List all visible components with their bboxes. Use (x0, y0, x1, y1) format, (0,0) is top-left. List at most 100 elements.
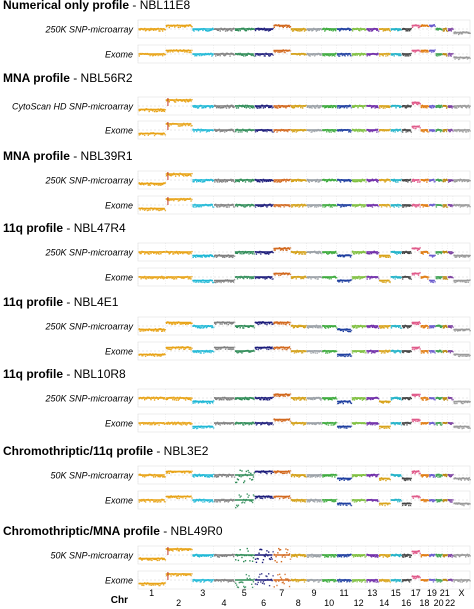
chromosome-band-chr7 (273, 272, 292, 277)
probe-point (204, 281, 206, 284)
probe-point (421, 130, 423, 132)
probe-point (139, 133, 141, 136)
probe-point (163, 277, 166, 279)
probe-point (190, 399, 192, 401)
probe-point (326, 326, 329, 328)
probe-point (139, 109, 141, 112)
probe-point (330, 205, 332, 207)
probe-point (235, 252, 237, 254)
probe-point (357, 130, 359, 133)
probe-point (190, 348, 192, 351)
probe-point (310, 326, 312, 328)
probe-point (452, 52, 454, 55)
chromosome-band-chr13 (366, 396, 380, 401)
probe-point (149, 209, 151, 211)
probe-point (224, 30, 227, 32)
probe-point (278, 395, 280, 397)
probe-point (217, 348, 220, 350)
probe-point (269, 29, 272, 31)
probe-point (356, 327, 358, 329)
probe-point (334, 351, 336, 353)
probe-point (189, 174, 191, 176)
probe-point (457, 33, 460, 36)
probe-point (197, 107, 200, 109)
probe-point (191, 347, 193, 349)
probe-point (422, 206, 424, 208)
probe-point (157, 252, 159, 255)
probe-point (339, 29, 342, 31)
probe-point (349, 330, 352, 333)
probe-point (278, 395, 281, 398)
probe-point (359, 252, 361, 254)
probe-point (212, 54, 214, 56)
probe-point (366, 55, 368, 57)
probe-point (462, 402, 464, 405)
probe-point (422, 351, 424, 354)
probe-point (256, 130, 258, 133)
probe-point (369, 130, 371, 133)
probe-point (355, 205, 357, 207)
probe-point (386, 327, 389, 329)
probe-point (170, 175, 172, 177)
probe-point (453, 402, 455, 404)
probe-point (315, 30, 318, 32)
probe-point (447, 29, 450, 32)
probe-point (359, 398, 362, 400)
probe-point (228, 107, 230, 109)
probe-point (275, 50, 277, 53)
probe-point (195, 426, 197, 429)
probe-point (174, 347, 177, 350)
probe-point (314, 352, 317, 354)
probe-point (434, 281, 436, 283)
probe-point (172, 398, 174, 401)
chromosome-band-chr10 (322, 250, 338, 255)
probe-point (235, 398, 238, 400)
probe-point (453, 106, 455, 108)
probe-point (383, 29, 385, 31)
probe-point (423, 51, 425, 53)
chromosome-band-chr17 (411, 203, 421, 208)
probe-point (278, 181, 281, 183)
probe-point (196, 107, 199, 109)
probe-point (187, 253, 190, 255)
chromosome-band-chr21 (442, 27, 449, 32)
probe-point (151, 354, 153, 357)
probe-point (278, 322, 280, 325)
probe-point (288, 205, 291, 208)
chromosome-band-chr13 (366, 324, 380, 329)
probe-point (432, 130, 435, 132)
probe-point (364, 29, 366, 32)
probe-point (395, 326, 397, 328)
probe-point (223, 205, 225, 208)
probe-point (340, 205, 343, 208)
probe-point (174, 101, 176, 103)
chromosome-band-chr3 (192, 178, 215, 183)
probe-point (147, 209, 149, 211)
probe-point (237, 180, 240, 182)
probe-point (407, 205, 409, 207)
probe-point (201, 281, 203, 284)
probe-point (405, 107, 407, 109)
probe-point (248, 326, 250, 328)
probe-point (371, 398, 374, 400)
probe-point (197, 351, 200, 353)
probe-point (286, 130, 288, 132)
probe-point (401, 131, 404, 133)
probe-point (269, 180, 272, 182)
probe-point (452, 251, 454, 254)
probe-point (322, 54, 324, 57)
probe-point (448, 252, 451, 254)
probe-point (458, 32, 461, 35)
probe-point (243, 252, 246, 254)
probe-point (341, 355, 344, 357)
probe-point (146, 209, 149, 212)
probe-point (342, 402, 344, 405)
probe-point (258, 29, 260, 31)
probe-point (179, 423, 181, 425)
probe-point (190, 100, 192, 102)
probe-point (220, 180, 222, 183)
probe-point (392, 130, 395, 133)
probe-point (337, 54, 339, 56)
probe-point (219, 280, 221, 283)
probe-point (425, 205, 427, 208)
